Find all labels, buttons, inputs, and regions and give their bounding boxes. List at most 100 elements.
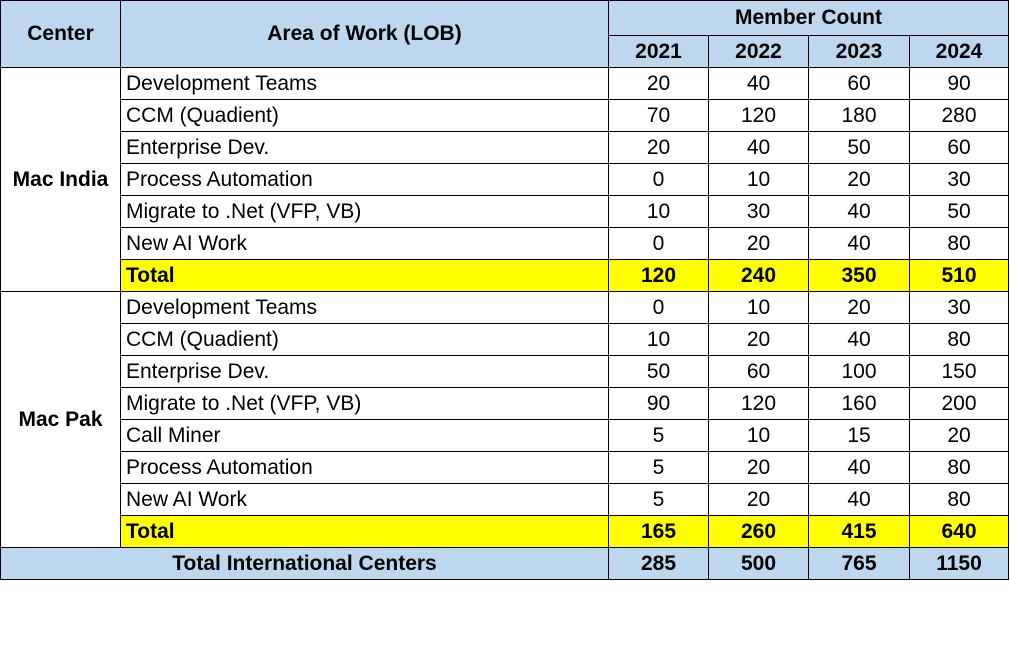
header-year: 2023 [808,35,910,68]
value-cell: 120 [708,387,809,420]
value-cell: 20 [708,451,809,484]
value-cell: 80 [909,451,1009,484]
value-cell: 40 [808,323,910,356]
value-cell: 40 [708,131,809,164]
value-cell: 90 [608,387,709,420]
value-cell: 200 [909,387,1009,420]
grand-total-value: 1150 [909,547,1009,580]
value-cell: 10 [608,323,709,356]
area-cell: Migrate to .Net (VFP, VB) [120,195,609,228]
total-value: 510 [909,259,1009,292]
table-row: Enterprise Dev. 20 40 50 60 [1,131,1009,164]
area-cell: Call Miner [120,419,609,452]
table-row: CCM (Quadient) 10 20 40 80 [1,323,1009,356]
value-cell: 20 [708,483,809,516]
table-row: Mac India Development Teams 20 40 60 90 [0,67,1009,292]
value-cell: 10 [708,291,809,324]
grand-total-label: Total International Centers [0,547,609,580]
value-cell: 40 [808,483,910,516]
header-year: 2024 [909,35,1009,68]
center-name: Mac India [0,67,121,292]
total-value: 640 [909,515,1009,548]
value-cell: 5 [608,483,709,516]
value-cell: 20 [708,227,809,260]
value-cell: 20 [909,419,1009,452]
total-row: Total 165 260 415 640 [1,515,1009,548]
value-cell: 50 [608,355,709,388]
center-name: Mac Pak [0,291,121,548]
total-value: 120 [608,259,709,292]
value-cell: 40 [808,227,910,260]
area-cell: Development Teams [120,291,609,324]
value-cell: 80 [909,323,1009,356]
area-cell: Process Automation [120,163,609,196]
area-cell: Migrate to .Net (VFP, VB) [120,387,609,420]
value-cell: 30 [909,163,1009,196]
table-row: New AI Work 5 20 40 80 [1,483,1009,516]
total-row: Total 120 240 350 510 [1,259,1009,292]
grand-total-value: 765 [808,547,910,580]
table-row: CCM (Quadient) 70 120 180 280 [1,99,1009,132]
table-row: Mac Pak Development Teams 0 10 20 30 [0,291,1009,548]
table-row: Enterprise Dev. 50 60 100 150 [1,355,1009,388]
area-cell: CCM (Quadient) [120,323,609,356]
value-cell: 0 [608,291,709,324]
group-mac-pak: Mac Pak Development Teams 0 10 20 30 CCM… [0,291,1009,548]
value-cell: 30 [708,195,809,228]
grand-total-value: 500 [708,547,809,580]
value-cell: 20 [808,163,910,196]
value-cell: 50 [909,195,1009,228]
value-cell: 40 [808,195,910,228]
value-cell: 10 [708,419,809,452]
value-cell: 10 [608,195,709,228]
value-cell: 20 [608,131,709,164]
area-cell: New AI Work [120,483,609,516]
area-cell: Development Teams [120,67,609,100]
area-cell: Enterprise Dev. [120,131,609,164]
value-cell: 40 [808,451,910,484]
value-cell: 5 [608,451,709,484]
value-cell: 15 [808,419,910,452]
value-cell: 20 [708,323,809,356]
area-cell: Enterprise Dev. [120,355,609,388]
member-count-table: Center Area of Work (LOB) Member Count 2… [0,0,1009,580]
total-label: Total [120,515,609,548]
value-cell: 10 [708,163,809,196]
total-value: 165 [608,515,709,548]
header-area-of-work: Area of Work (LOB) [120,0,609,68]
value-cell: 5 [608,419,709,452]
header-center: Center [0,0,121,68]
total-label: Total [120,259,609,292]
total-value: 350 [808,259,910,292]
value-cell: 150 [909,355,1009,388]
area-cell: Process Automation [120,451,609,484]
header-year: 2021 [608,35,709,68]
value-cell: 80 [909,227,1009,260]
group-mac-india: Mac India Development Teams 20 40 60 90 … [0,67,1009,292]
value-cell: 60 [708,355,809,388]
value-cell: 20 [808,291,910,324]
table-row: Migrate to .Net (VFP, VB) 10 30 40 50 [1,195,1009,228]
value-cell: 70 [608,99,709,132]
table-row: New AI Work 0 20 40 80 [1,227,1009,260]
area-cell: New AI Work [120,227,609,260]
grand-total-row: Total International Centers 285 500 765 … [0,547,1009,580]
value-cell: 90 [909,67,1009,100]
value-cell: 60 [909,131,1009,164]
value-cell: 50 [808,131,910,164]
table-row: Call Miner 5 10 15 20 [1,419,1009,452]
value-cell: 0 [608,227,709,260]
value-cell: 80 [909,483,1009,516]
grand-total-value: 285 [608,547,709,580]
value-cell: 30 [909,291,1009,324]
value-cell: 120 [708,99,809,132]
total-value: 415 [808,515,910,548]
header-member-count: Member Count [608,0,1009,36]
table-row: Process Automation 5 20 40 80 [1,451,1009,484]
total-value: 240 [708,259,809,292]
value-cell: 40 [708,67,809,100]
value-cell: 160 [808,387,910,420]
total-value: 260 [708,515,809,548]
table-row: Process Automation 0 10 20 30 [1,163,1009,196]
value-cell: 180 [808,99,910,132]
